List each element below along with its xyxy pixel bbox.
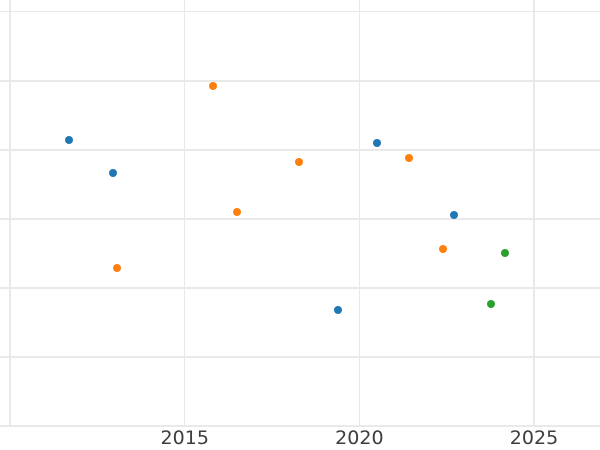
data-point-series-blue bbox=[109, 168, 118, 177]
data-point-series-orange bbox=[233, 207, 242, 216]
h-gridline bbox=[0, 356, 600, 358]
v-gridline bbox=[9, 0, 11, 426]
data-point-series-orange bbox=[209, 81, 218, 90]
h-gridline bbox=[0, 10, 600, 13]
data-point-series-orange bbox=[439, 245, 448, 254]
h-gridline bbox=[0, 287, 600, 289]
x-tick-label: 2020 bbox=[335, 426, 384, 449]
v-gridline bbox=[183, 0, 186, 426]
data-point-series-blue bbox=[65, 136, 74, 145]
data-point-series-orange bbox=[404, 154, 413, 163]
data-point-series-orange bbox=[294, 157, 303, 166]
data-point-series-blue bbox=[450, 210, 459, 219]
data-point-series-blue bbox=[333, 305, 342, 314]
data-point-series-blue bbox=[373, 138, 382, 147]
v-gridline bbox=[358, 0, 361, 426]
x-tick-label: 2015 bbox=[160, 426, 209, 449]
h-gridline bbox=[0, 149, 600, 151]
h-gridline bbox=[0, 425, 600, 427]
v-gridline bbox=[533, 0, 535, 426]
data-point-series-green bbox=[501, 248, 509, 257]
data-point-series-green bbox=[486, 300, 495, 309]
data-point-series-orange bbox=[112, 263, 121, 272]
h-gridline bbox=[0, 80, 600, 82]
x-tick-label: 2025 bbox=[509, 426, 559, 449]
h-gridline bbox=[0, 218, 600, 220]
